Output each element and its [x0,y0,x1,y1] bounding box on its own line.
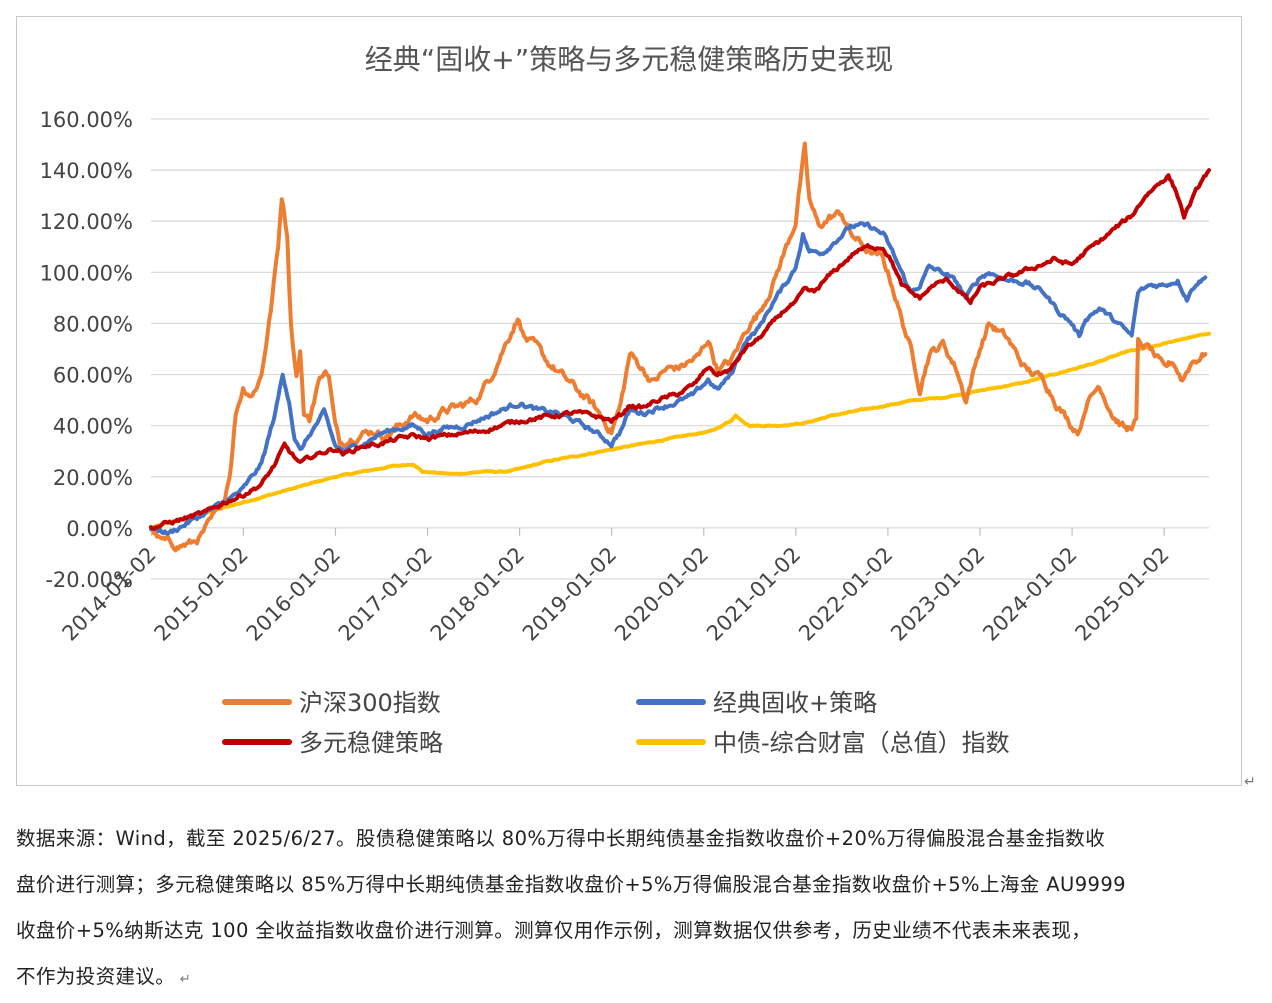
series-line [149,221,1208,536]
legend-label: 经典固收+策略 [713,689,877,717]
note-line: 不作为投资建议。 ↵ [16,965,192,988]
y-tick-label: 60.00% [53,364,133,388]
y-tick-label: 120.00% [40,210,133,234]
y-tick-label: 40.00% [53,415,133,439]
x-tick-label: 2025-01-02 [1070,542,1173,645]
x-tick-label: 2014-01-02 [58,542,161,645]
x-tick-label: 2015-01-02 [150,542,253,645]
x-tick-label: 2018-01-02 [426,542,529,645]
series-line [149,141,1208,553]
x-tick-label: 2019-01-02 [518,542,621,645]
chart-title: 经典“固收+”策略与多元稳健策略历史表现 [365,43,893,76]
x-tick-label: 2023-01-02 [886,542,989,645]
y-tick-label: 160.00% [40,108,133,132]
x-tick-label: 2020-01-02 [610,542,713,645]
y-tick-label: -20.00% [45,568,133,592]
line-chart: 经典“固收+”策略与多元稳健策略历史表现 160.00% 140.00% 120.0… [40,43,1211,757]
y-tick-label: 140.00% [40,159,133,183]
y-tick-label: 20.00% [53,466,133,490]
legend-label: 沪深300指数 [299,689,441,717]
x-tick-label: 2024-01-02 [978,542,1081,645]
series-lines [149,141,1211,553]
gridlines [151,118,1209,580]
note-line: 收盘价+5%纳斯达克 100 全收益指数收盘价进行测算。测算仅用作示例，测算数据… [16,919,1092,942]
legend-label: 中债-综合财富（总值）指数 [713,729,1010,757]
x-tick-label: 2016-01-02 [242,542,345,645]
x-tick-label: 2017-01-02 [334,542,437,645]
series-line [149,168,1211,531]
note-line: 数据来源：Wind，截至 2025/6/27。股债稳健策略以 80%万得中长期纯… [16,827,1106,850]
x-tick-label: 2022-01-02 [794,542,897,645]
series-line [149,331,1211,530]
y-tick-label: 80.00% [53,312,133,336]
x-tick-label: 2021-01-02 [702,542,805,645]
y-tick-label: 0.00% [66,517,133,541]
y-tick-label: 100.00% [40,261,133,285]
legend-label: 多元稳健策略 [299,729,443,757]
chart-frame: 经典“固收+”策略与多元稳健策略历史表现 160.00% 140.00% 120.0… [16,16,1242,786]
source-note: 数据来源：Wind，截至 2025/6/27。股债稳健策略以 80%万得中长期纯… [16,816,1266,1003]
paragraph-mark: ↵ [1244,774,1256,790]
note-line: 盘价进行测算；多元稳健策略以 85%万得中长期纯债基金指数收盘价+5%万得偏股混… [16,873,1126,896]
y-axis-ticks: 160.00% 140.00% 120.00% 100.00% 80.00% 60.00%… [40,108,133,592]
x-axis-ticks: 2014-01-022015-01-022016-01-022017-01-02… [58,527,1174,646]
